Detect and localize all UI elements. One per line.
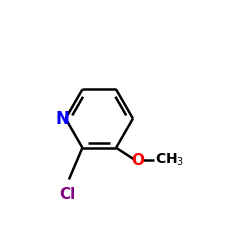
Text: N: N xyxy=(55,110,69,128)
Text: O: O xyxy=(131,153,144,168)
Text: Cl: Cl xyxy=(59,187,75,202)
Text: CH$_3$: CH$_3$ xyxy=(154,152,184,168)
